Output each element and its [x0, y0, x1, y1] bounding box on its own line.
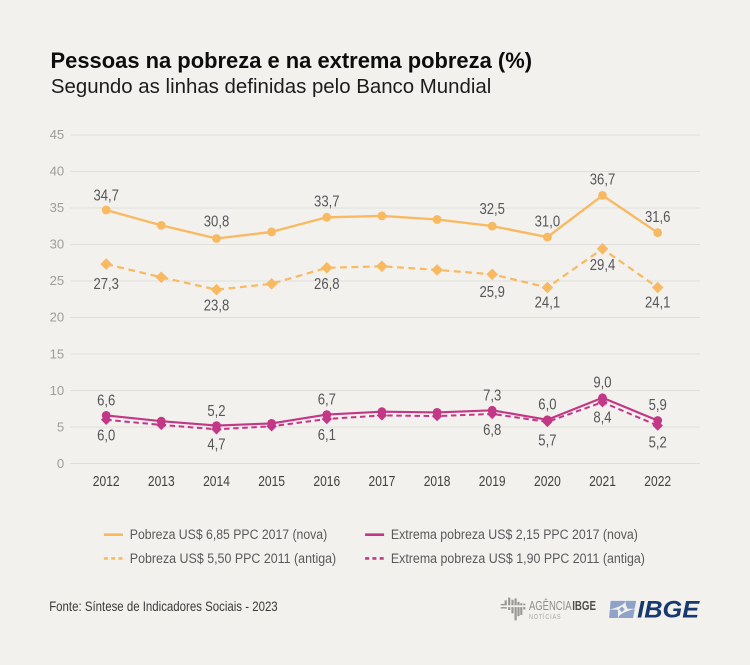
svg-text:2013: 2013 [148, 474, 175, 490]
svg-text:5,2: 5,2 [207, 403, 225, 420]
svg-text:9,0: 9,0 [593, 374, 611, 391]
svg-text:2015: 2015 [258, 474, 285, 490]
svg-text:29,4: 29,4 [590, 257, 616, 274]
svg-text:2021: 2021 [589, 474, 616, 490]
svg-text:IBGE: IBGE [637, 597, 700, 624]
svg-text:25,9: 25,9 [479, 284, 505, 301]
svg-text:2018: 2018 [424, 474, 451, 490]
svg-text:2016: 2016 [313, 474, 340, 490]
svg-text:24,1: 24,1 [535, 295, 561, 312]
svg-text:2020: 2020 [534, 474, 561, 490]
svg-text:34,7: 34,7 [93, 187, 119, 204]
svg-text:20: 20 [50, 310, 65, 325]
svg-text:2022: 2022 [644, 474, 671, 490]
svg-text:32,5: 32,5 [479, 201, 505, 218]
svg-text:8,4: 8,4 [593, 410, 611, 427]
svg-text:6,0: 6,0 [97, 427, 115, 444]
svg-text:23,8: 23,8 [204, 297, 230, 314]
svg-text:2014: 2014 [203, 474, 230, 490]
svg-text:5,7: 5,7 [538, 432, 556, 449]
svg-text:40: 40 [50, 164, 65, 179]
svg-text:4,7: 4,7 [207, 437, 225, 454]
svg-text:5,2: 5,2 [649, 434, 667, 451]
svg-text:31,6: 31,6 [645, 209, 671, 226]
svg-text:6,1: 6,1 [318, 427, 336, 444]
svg-text:2012: 2012 [93, 474, 120, 490]
svg-text:24,1: 24,1 [645, 295, 671, 312]
svg-text:27,3: 27,3 [93, 276, 119, 293]
svg-text:35: 35 [50, 200, 65, 215]
svg-text:30: 30 [50, 237, 65, 252]
svg-text:6,8: 6,8 [483, 422, 501, 439]
svg-text:33,7: 33,7 [314, 193, 340, 210]
svg-text:30,8: 30,8 [204, 214, 230, 231]
svg-text:Fonte: Síntese de Indicadores: Fonte: Síntese de Indicadores Sociais - … [49, 598, 278, 614]
svg-text:2019: 2019 [479, 474, 506, 490]
svg-text:6,0: 6,0 [538, 396, 556, 413]
svg-text:31,0: 31,0 [535, 214, 561, 231]
svg-text:36,7: 36,7 [590, 172, 616, 189]
svg-text:25: 25 [50, 273, 65, 288]
svg-text:Pobreza US$ 5,50 PPC 2011 (ant: Pobreza US$ 5,50 PPC 2011 (antiga) [130, 551, 336, 566]
svg-text:Extrema pobreza US$ 1,90 PPC 2: Extrema pobreza US$ 1,90 PPC 2011 (antig… [391, 551, 645, 566]
svg-text:Segundo as linhas definidas pe: Segundo as linhas definidas pelo Banco M… [51, 76, 491, 98]
svg-text:NOTÍCIAS: NOTÍCIAS [529, 612, 561, 621]
svg-text:IBGE: IBGE [572, 598, 596, 613]
svg-text:AGÊNCIA: AGÊNCIA [529, 598, 572, 613]
svg-text:26,8: 26,8 [314, 276, 340, 293]
svg-text:5: 5 [57, 419, 64, 434]
svg-text:7,3: 7,3 [483, 387, 501, 404]
svg-text:5,9: 5,9 [649, 397, 667, 414]
svg-text:10: 10 [50, 383, 65, 398]
svg-text:6,6: 6,6 [97, 392, 115, 409]
svg-text:Pessoas na pobreza e na extrem: Pessoas na pobreza e na extrema pobreza … [51, 48, 533, 73]
svg-text:Pobreza US$ 6,85 PPC 2017 (nov: Pobreza US$ 6,85 PPC 2017 (nova) [130, 527, 327, 542]
svg-text:0: 0 [57, 456, 64, 471]
svg-text:Extrema pobreza US$ 2,15 PPC 2: Extrema pobreza US$ 2,15 PPC 2017 (nova) [391, 527, 638, 542]
svg-text:2017: 2017 [369, 474, 396, 490]
svg-text:6,7: 6,7 [318, 392, 336, 409]
svg-text:15: 15 [50, 346, 65, 361]
svg-text:45: 45 [50, 127, 65, 142]
